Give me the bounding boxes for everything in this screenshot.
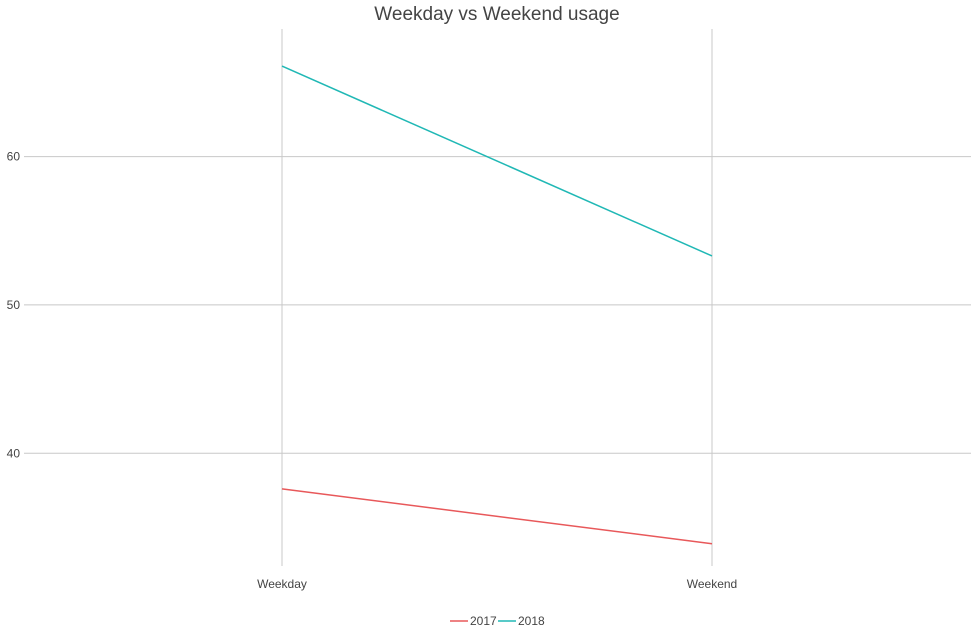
legend: 2017 2018 — [450, 614, 545, 628]
y-axis-tick-labels: 40 50 60 — [7, 150, 21, 461]
gridlines — [24, 29, 971, 566]
y-tick-label: 60 — [7, 150, 21, 164]
x-tick-label: Weekday — [257, 577, 307, 591]
series-line-2017 — [281, 488, 713, 545]
legend-label-2017: 2017 — [470, 614, 497, 628]
y-tick-label: 40 — [7, 446, 21, 460]
y-tick-label: 50 — [7, 298, 21, 312]
series-lines — [281, 65, 713, 545]
x-axis-tick-labels: Weekday Weekend — [257, 577, 737, 591]
series-line-2018 — [281, 65, 713, 257]
x-tick-label: Weekend — [687, 577, 737, 591]
chart-title: Weekday vs Weekend usage — [374, 4, 619, 25]
legend-label-2018: 2018 — [518, 614, 545, 628]
